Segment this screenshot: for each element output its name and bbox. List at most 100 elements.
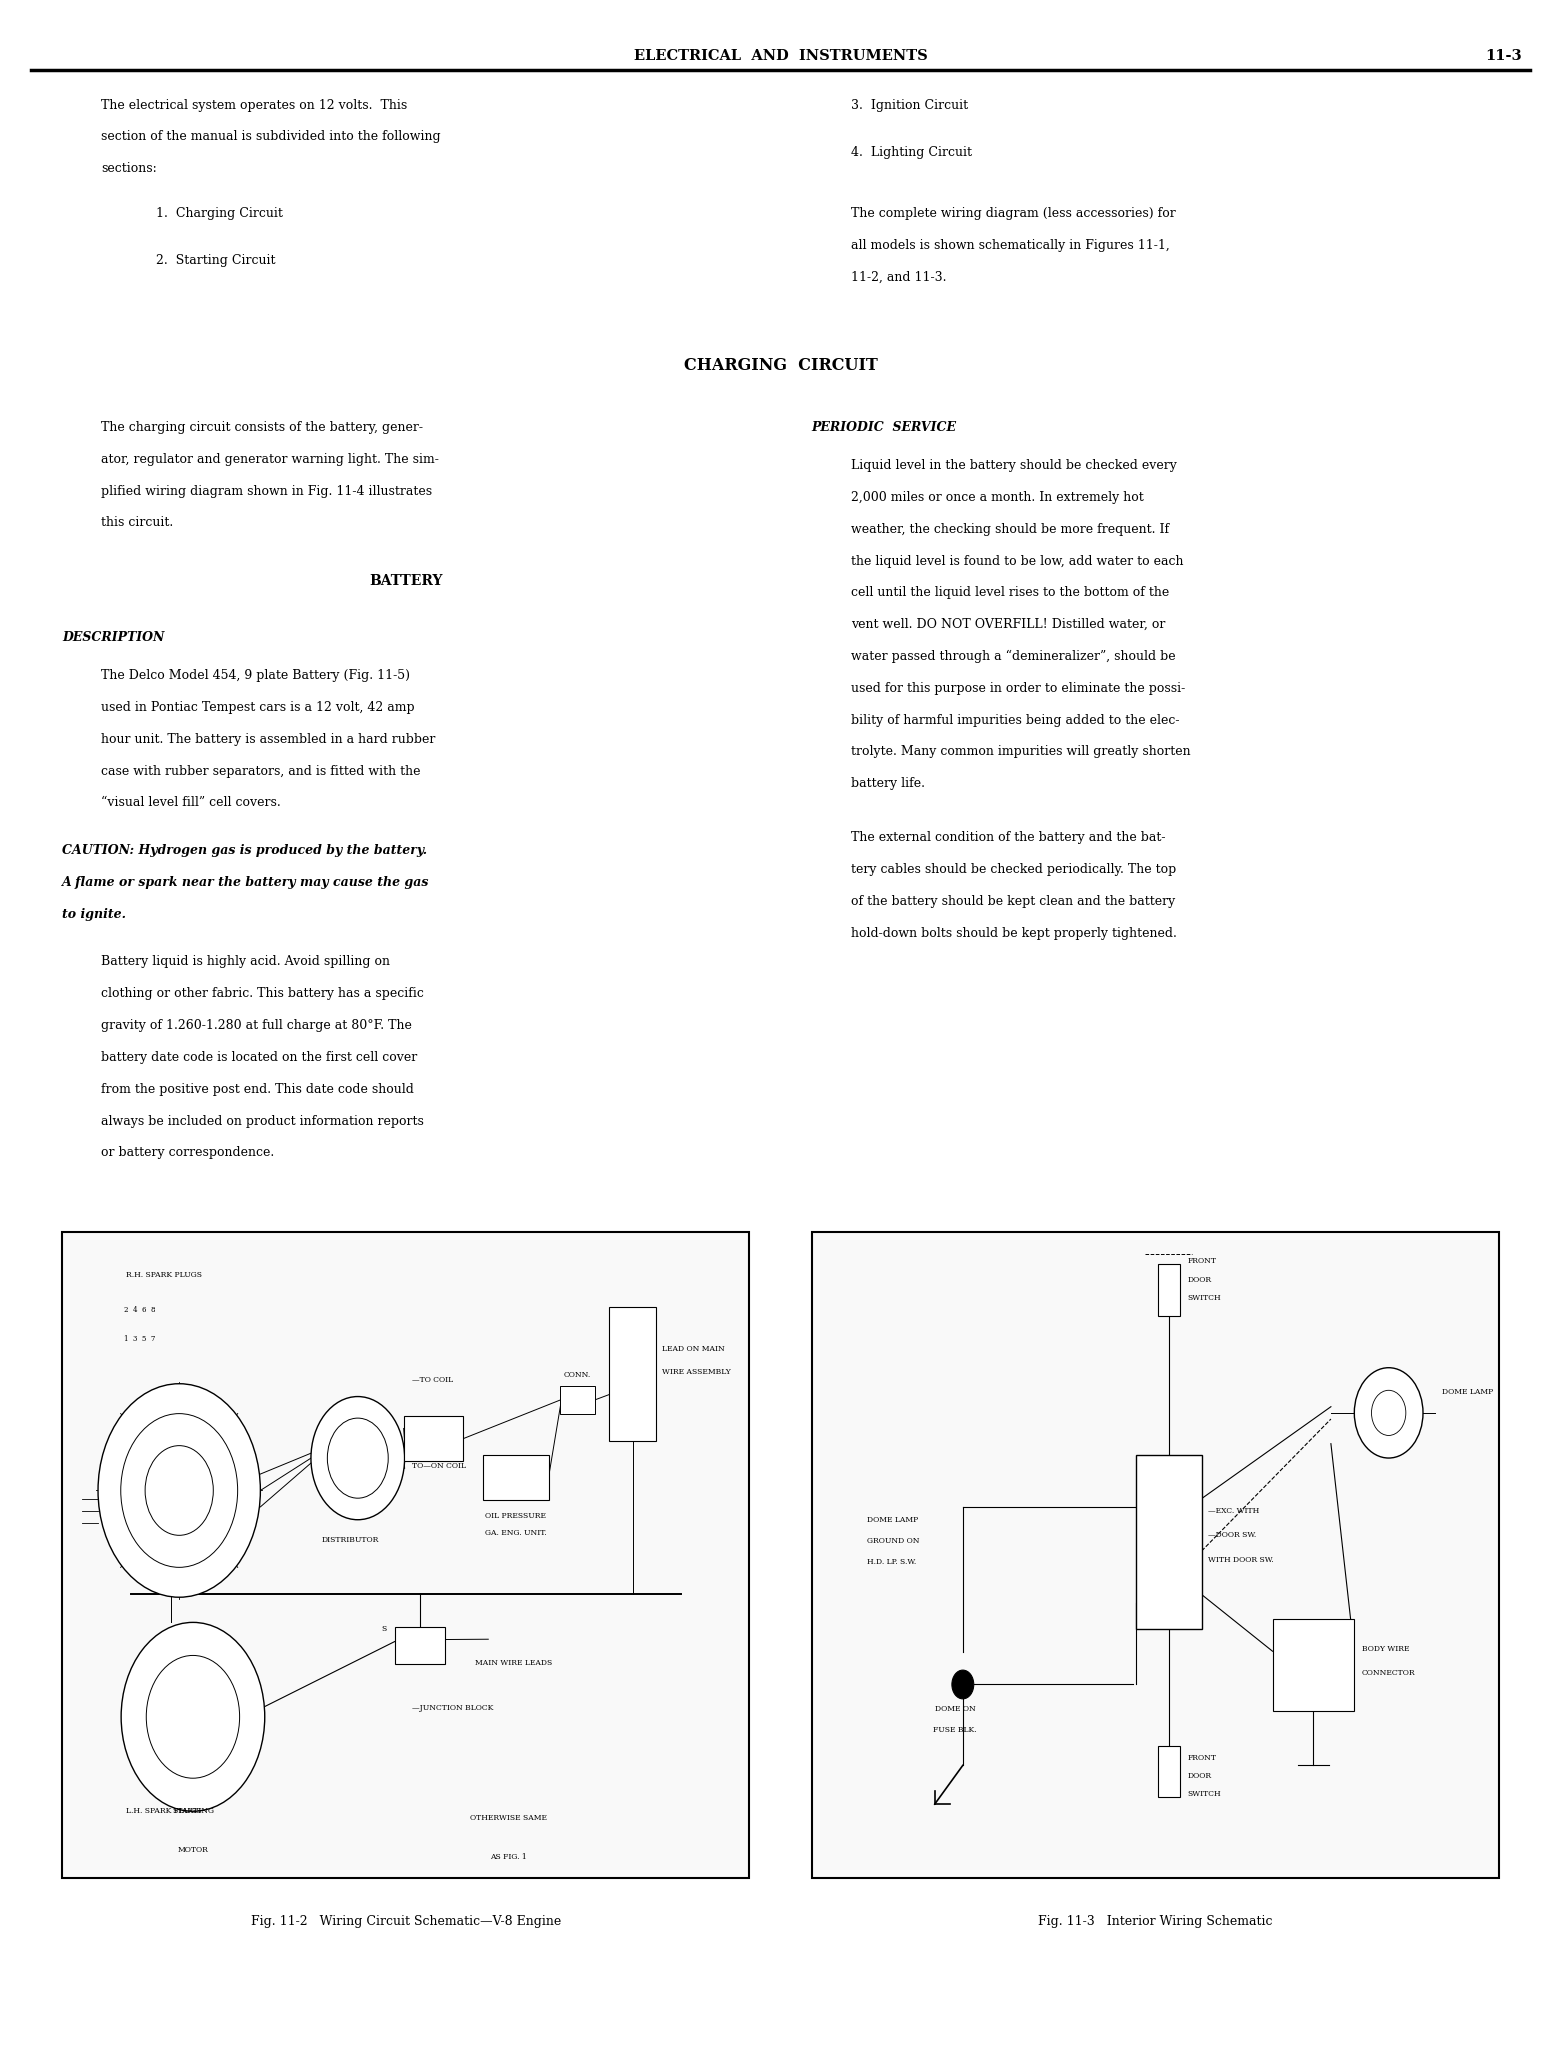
Text: FRONT: FRONT — [1188, 1753, 1216, 1761]
Text: plified wiring diagram shown in Fig. 11-4 illustrates: plified wiring diagram shown in Fig. 11-… — [101, 485, 432, 497]
Circle shape — [122, 1622, 265, 1811]
Text: ELECTRICAL  AND  INSTRUMENTS: ELECTRICAL AND INSTRUMENTS — [634, 49, 927, 64]
Text: GA. ENG. UNIT.: GA. ENG. UNIT. — [485, 1529, 546, 1538]
Text: CAUTION: Hydrogen gas is produced by the battery.: CAUTION: Hydrogen gas is produced by the… — [62, 844, 428, 856]
Text: 11-2, and 11-3.: 11-2, and 11-3. — [851, 271, 946, 283]
Text: SWITCH: SWITCH — [1188, 1293, 1221, 1302]
Text: ator, regulator and generator warning light. The sim-: ator, regulator and generator warning li… — [101, 454, 439, 466]
Text: Fig. 11-3   Interior Wiring Schematic: Fig. 11-3 Interior Wiring Schematic — [1038, 1915, 1272, 1928]
Text: WIRE ASSEMBLY: WIRE ASSEMBLY — [662, 1367, 731, 1376]
Bar — [609, 1308, 656, 1441]
Text: FRONT: FRONT — [1188, 1256, 1216, 1265]
Text: hold-down bolts should be kept properly tightened.: hold-down bolts should be kept properly … — [851, 926, 1177, 940]
Text: —TO COIL: —TO COIL — [412, 1376, 454, 1384]
Text: The complete wiring diagram (less accessories) for: The complete wiring diagram (less access… — [851, 207, 1175, 220]
Text: 3.  Ignition Circuit: 3. Ignition Circuit — [851, 99, 968, 111]
Text: weather, the checking should be more frequent. If: weather, the checking should be more fre… — [851, 524, 1169, 536]
Text: “visual level fill” cell covers.: “visual level fill” cell covers. — [101, 797, 281, 809]
Text: MAIN WIRE LEADS: MAIN WIRE LEADS — [475, 1659, 551, 1667]
Text: TO—ON COIL: TO—ON COIL — [412, 1462, 467, 1470]
Text: from the positive post end. This date code should: from the positive post end. This date co… — [101, 1082, 414, 1096]
Text: 4.  Lighting Circuit: 4. Lighting Circuit — [851, 146, 973, 160]
Text: —JUNCTION BLOCK: —JUNCTION BLOCK — [412, 1704, 493, 1712]
Text: MOTOR: MOTOR — [178, 1846, 208, 1854]
Circle shape — [1355, 1367, 1424, 1458]
Text: trolyte. Many common impurities will greatly shorten: trolyte. Many common impurities will gre… — [851, 745, 1191, 758]
Bar — [482, 1456, 548, 1501]
Text: SWITCH: SWITCH — [1188, 1790, 1221, 1798]
Text: CONNECTOR: CONNECTOR — [1361, 1669, 1416, 1677]
Text: cell until the liquid level rises to the bottom of the: cell until the liquid level rises to the… — [851, 587, 1169, 599]
Text: 2  4  6  8: 2 4 6 8 — [125, 1306, 156, 1314]
Text: Battery liquid is highly acid. Avoid spilling on: Battery liquid is highly acid. Avoid spi… — [101, 955, 390, 969]
Text: CONN.: CONN. — [564, 1371, 592, 1380]
Circle shape — [98, 1384, 261, 1597]
Bar — [1136, 1456, 1202, 1630]
Text: BATTERY: BATTERY — [368, 573, 443, 587]
Text: —DOOR SW.: —DOOR SW. — [1208, 1532, 1257, 1540]
Text: 11-3: 11-3 — [1486, 49, 1522, 64]
Text: case with rubber separators, and is fitted with the: case with rubber separators, and is fitt… — [101, 764, 421, 778]
Text: gravity of 1.260-1.280 at full charge at 80°F. The: gravity of 1.260-1.280 at full charge at… — [101, 1018, 412, 1033]
Text: of the battery should be kept clean and the battery: of the battery should be kept clean and … — [851, 895, 1175, 907]
Text: water passed through a “demineralizer”, should be: water passed through a “demineralizer”, … — [851, 651, 1175, 663]
Text: battery date code is located on the first cell cover: battery date code is located on the firs… — [101, 1051, 418, 1063]
Text: PERIODIC  SERVICE: PERIODIC SERVICE — [812, 421, 957, 433]
Bar — [812, 1232, 1499, 1878]
Text: DOME LAMP: DOME LAMP — [866, 1515, 918, 1523]
Text: 2.  Starting Circuit: 2. Starting Circuit — [156, 255, 276, 267]
Bar — [560, 1386, 595, 1415]
Text: tery cables should be checked periodically. The top: tery cables should be checked periodical… — [851, 862, 1175, 877]
Text: AS FIG. 1: AS FIG. 1 — [490, 1852, 528, 1860]
Text: always be included on product information reports: always be included on product informatio… — [101, 1115, 425, 1127]
Text: DOOR: DOOR — [1188, 1772, 1211, 1780]
Text: Fig. 11-2   Wiring Circuit Schematic—V-8 Engine: Fig. 11-2 Wiring Circuit Schematic—V-8 E… — [251, 1915, 560, 1928]
Text: —EXC. WITH: —EXC. WITH — [1208, 1507, 1260, 1515]
Text: battery life.: battery life. — [851, 778, 924, 790]
Bar — [395, 1628, 445, 1665]
Bar — [1158, 1265, 1180, 1316]
Text: OTHERWISE SAME: OTHERWISE SAME — [470, 1815, 548, 1821]
Text: bility of harmful impurities being added to the elec-: bility of harmful impurities being added… — [851, 714, 1179, 727]
Text: DESCRIPTION: DESCRIPTION — [62, 630, 165, 645]
Text: all models is shown schematically in Figures 11-1,: all models is shown schematically in Fig… — [851, 238, 1169, 253]
Text: 2,000 miles or once a month. In extremely hot: 2,000 miles or once a month. In extremel… — [851, 491, 1144, 503]
Circle shape — [952, 1671, 974, 1700]
Text: The charging circuit consists of the battery, gener-: The charging circuit consists of the bat… — [101, 421, 423, 433]
Text: OIL PRESSURE: OIL PRESSURE — [485, 1513, 546, 1521]
Text: Liquid level in the battery should be checked every: Liquid level in the battery should be ch… — [851, 460, 1177, 472]
Text: vent well. DO NOT OVERFILL! Distilled water, or: vent well. DO NOT OVERFILL! Distilled wa… — [851, 618, 1165, 630]
Text: clothing or other fabric. This battery has a specific: clothing or other fabric. This battery h… — [101, 987, 425, 1000]
Text: The electrical system operates on 12 volts.  This: The electrical system operates on 12 vol… — [101, 99, 407, 111]
Text: The external condition of the battery and the bat-: The external condition of the battery an… — [851, 831, 1165, 844]
Text: the liquid level is found to be low, add water to each: the liquid level is found to be low, add… — [851, 554, 1183, 567]
Text: sections:: sections: — [101, 162, 158, 175]
Text: DOME LAMP: DOME LAMP — [1442, 1388, 1492, 1396]
Text: The Delco Model 454, 9 plate Battery (Fig. 11-5): The Delco Model 454, 9 plate Battery (Fi… — [101, 669, 411, 682]
Text: A flame or spark near the battery may cause the gas: A flame or spark near the battery may ca… — [62, 877, 429, 889]
Text: used for this purpose in order to eliminate the possi-: used for this purpose in order to elimin… — [851, 682, 1185, 694]
Text: DISTRIBUTOR: DISTRIBUTOR — [322, 1536, 379, 1544]
Text: GROUND ON: GROUND ON — [866, 1538, 919, 1546]
Text: to ignite.: to ignite. — [62, 907, 126, 920]
Text: FUSE BLK.: FUSE BLK. — [933, 1725, 977, 1733]
Text: STARTING: STARTING — [172, 1807, 214, 1815]
Text: CHARGING  CIRCUIT: CHARGING CIRCUIT — [684, 357, 877, 374]
Circle shape — [311, 1396, 404, 1519]
Text: 1  3  5  7: 1 3 5 7 — [125, 1334, 156, 1343]
Bar — [1272, 1620, 1353, 1712]
Text: DOME ON: DOME ON — [935, 1704, 976, 1712]
Text: or battery correspondence.: or battery correspondence. — [101, 1146, 275, 1160]
Text: hour unit. The battery is assembled in a hard rubber: hour unit. The battery is assembled in a… — [101, 733, 436, 745]
Text: S: S — [381, 1626, 387, 1634]
Text: BODY WIRE: BODY WIRE — [1361, 1644, 1410, 1653]
Text: 1.  Charging Circuit: 1. Charging Circuit — [156, 207, 283, 220]
Text: this circuit.: this circuit. — [101, 515, 173, 530]
Text: WITH DOOR SW.: WITH DOOR SW. — [1208, 1556, 1274, 1564]
Text: R.H. SPARK PLUGS: R.H. SPARK PLUGS — [125, 1271, 201, 1279]
Text: section of the manual is subdivided into the following: section of the manual is subdivided into… — [101, 131, 442, 144]
Bar — [1158, 1747, 1180, 1798]
Text: DOOR: DOOR — [1188, 1275, 1211, 1283]
Bar — [404, 1417, 464, 1462]
Text: LEAD ON MAIN: LEAD ON MAIN — [662, 1345, 724, 1353]
